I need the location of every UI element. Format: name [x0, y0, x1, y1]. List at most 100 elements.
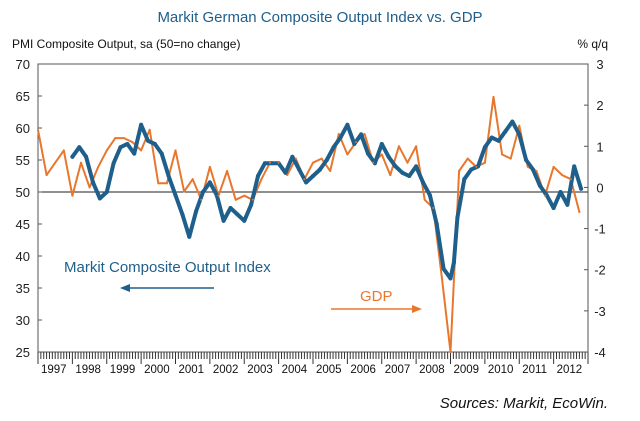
- pmi-point: [469, 167, 474, 172]
- gdp-point: [260, 178, 263, 181]
- pmi-point: [187, 234, 192, 239]
- gdp-point: [337, 132, 340, 135]
- pmi-point: [482, 145, 487, 150]
- pmi-point: [201, 190, 205, 194]
- gdp-point: [544, 194, 547, 197]
- gdp-point: [131, 141, 134, 144]
- pmi-point: [462, 177, 467, 182]
- x-tick-label: 2004: [282, 364, 308, 376]
- left-tick-label: 55: [16, 153, 30, 168]
- gdp-point: [518, 124, 521, 127]
- x-tick-label: 2012: [557, 364, 583, 376]
- gdp-point: [200, 198, 203, 201]
- gdp-point: [535, 169, 538, 172]
- right-tick-label: 3: [596, 57, 603, 72]
- gdp-point: [509, 157, 512, 160]
- gdp-point: [183, 190, 186, 193]
- gdp-point: [165, 182, 168, 185]
- gdp-point: [37, 128, 39, 131]
- gdp-point: [354, 141, 357, 144]
- left-tick-label: 45: [16, 217, 30, 232]
- pmi-point: [558, 190, 563, 194]
- pmi-series-label: Markit Composite Output Index: [64, 259, 271, 276]
- x-tick-label: 2002: [213, 364, 239, 376]
- left-tick-label: 65: [16, 89, 30, 104]
- gdp-point: [415, 145, 418, 148]
- right-tick-label: -3: [594, 304, 606, 319]
- gdp-point: [552, 165, 555, 168]
- x-tick-label: 2006: [350, 364, 376, 376]
- pmi-point: [180, 212, 185, 217]
- pmi-point: [407, 174, 412, 178]
- gdp-point: [45, 174, 48, 177]
- chart-title: Markit German Composite Output Index vs.…: [157, 9, 482, 26]
- pmi-point: [242, 218, 247, 223]
- gdp-point: [380, 153, 383, 156]
- right-tick-label: 1: [596, 139, 603, 154]
- gdp-point: [217, 194, 220, 197]
- gdp-point: [303, 178, 306, 181]
- x-axis: 1997 1998 1999 2000 2001 2002 2003 2004 2005 2006…: [37, 352, 589, 376]
- right-tick-label: -4: [594, 345, 606, 360]
- right-axis-label: % q/q: [577, 37, 608, 51]
- x-tick-label: 1999: [110, 364, 136, 376]
- x-tick-label: 2010: [488, 364, 514, 376]
- gdp-point: [62, 149, 65, 152]
- gdp-point: [312, 161, 314, 164]
- pmi-point: [434, 222, 439, 226]
- right-tick-label: -2: [594, 263, 606, 278]
- pmi-point: [524, 158, 529, 162]
- gdp-arrow: [331, 305, 422, 313]
- x-tick-label: 2007: [385, 364, 411, 376]
- right-tick-label: -1: [594, 222, 606, 237]
- left-tick-label: 70: [16, 57, 30, 72]
- pmi-point: [427, 193, 432, 198]
- pmi-point: [173, 193, 178, 198]
- pmi-point: [496, 138, 501, 143]
- gdp-point: [466, 157, 469, 160]
- pmi-point: [159, 151, 164, 156]
- pmi-point: [228, 206, 233, 210]
- pmi-point: [441, 266, 446, 271]
- pmi-point: [414, 164, 419, 169]
- gdp-point: [226, 169, 229, 172]
- gdp-point: [234, 198, 237, 201]
- pmi-point: [510, 119, 515, 124]
- pmi-point: [565, 202, 570, 207]
- pmi-point: [531, 167, 535, 172]
- gdp-point: [251, 198, 254, 201]
- left-tick-label: 30: [16, 313, 30, 328]
- pmi-point: [70, 154, 75, 159]
- pmi-point: [290, 154, 295, 159]
- pmi-point: [345, 122, 350, 127]
- pmi-point: [579, 186, 584, 191]
- x-tick-label: 1997: [41, 364, 67, 376]
- gdp-point: [105, 149, 108, 152]
- pmi-point: [249, 202, 254, 207]
- pmi-series-line: [70, 119, 584, 281]
- gdp-point: [449, 351, 452, 353]
- pmi-point: [152, 142, 157, 146]
- left-tick-label: 35: [16, 281, 30, 296]
- right-tick-label: 0: [596, 180, 603, 195]
- right-axis-ticks: -4 -3 -2 -1 0 1 2 3: [584, 57, 606, 360]
- gdp-point: [140, 149, 143, 152]
- gdp-point: [294, 157, 297, 160]
- gdp-point: [122, 137, 125, 140]
- pmi-point: [359, 132, 364, 137]
- left-axis-ticks: 25 30 35 40 45 50 55 60 65 70: [16, 57, 42, 360]
- gdp-point: [191, 178, 194, 181]
- gdp-points: [37, 95, 581, 353]
- gdp-point: [54, 161, 57, 164]
- x-tick-label: 2008: [419, 364, 445, 376]
- gdp-point: [320, 157, 323, 160]
- pmi-point: [84, 154, 89, 159]
- gdp-point: [88, 186, 91, 189]
- pmi-point: [379, 142, 384, 146]
- gdp-point: [440, 276, 443, 279]
- pmi-point: [77, 145, 82, 150]
- pmi-point: [125, 142, 130, 146]
- gdp-point: [157, 182, 160, 185]
- gdp-point: [208, 165, 211, 168]
- right-tick-label: 2: [596, 98, 603, 113]
